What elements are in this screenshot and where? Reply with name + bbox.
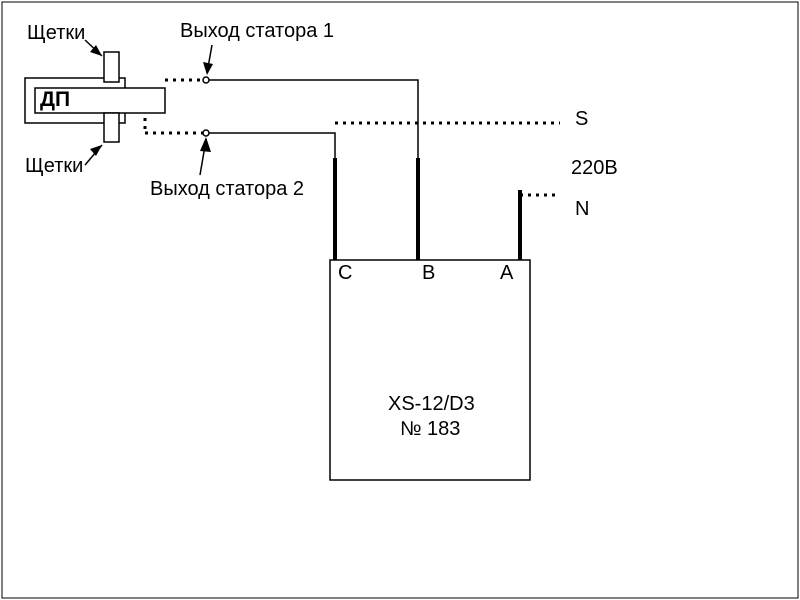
label-voltage: 220В bbox=[571, 157, 618, 180]
label-n: N bbox=[575, 198, 589, 221]
label-brush-top: Щетки bbox=[27, 22, 85, 45]
node2-circle bbox=[203, 130, 209, 136]
label-stator-out-2: Выход статора 2 bbox=[150, 178, 304, 201]
wire-node2-to-c bbox=[209, 133, 335, 158]
wire-node1-to-b bbox=[209, 80, 418, 158]
label-terminal-a: A bbox=[500, 262, 513, 285]
label-terminal-c: C bbox=[338, 262, 352, 285]
arrow-brush-bottom-head bbox=[90, 145, 102, 156]
label-device-number: № 183 bbox=[400, 418, 460, 441]
label-stator-out-1: Выход статора 1 bbox=[180, 20, 334, 43]
label-terminal-b: B bbox=[422, 262, 435, 285]
label-brush-bottom: Щетки bbox=[25, 155, 83, 178]
device-box bbox=[330, 260, 530, 480]
node1-circle bbox=[203, 77, 209, 83]
brush-bottom-rect bbox=[104, 113, 119, 142]
label-device-model: XS-12/D3 bbox=[388, 393, 475, 416]
label-s: S bbox=[575, 108, 588, 131]
brush-top-rect bbox=[104, 52, 119, 82]
arrow-stator1-head bbox=[203, 62, 213, 75]
arrow-stator2-head bbox=[200, 137, 211, 152]
label-motor: ДП bbox=[40, 88, 70, 112]
